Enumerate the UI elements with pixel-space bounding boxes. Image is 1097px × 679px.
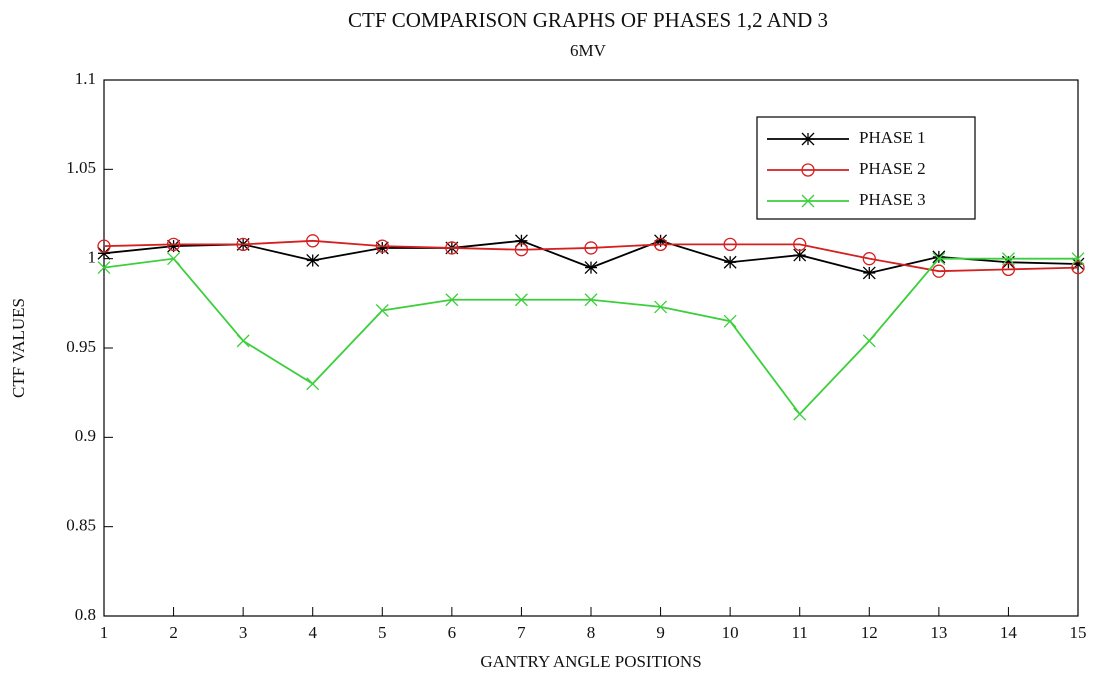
- x-tick-label: 15: [1070, 623, 1087, 642]
- y-tick-label: 0.85: [66, 516, 96, 535]
- data-point: [793, 248, 807, 262]
- chart-subtitle: 6MV: [570, 41, 607, 60]
- y-tick-label: 1.05: [66, 158, 96, 177]
- data-point: [654, 234, 668, 248]
- y-tick-label: 0.95: [66, 337, 96, 356]
- data-point: [723, 314, 737, 328]
- data-point: [167, 239, 181, 253]
- data-point: [862, 252, 876, 266]
- data-point: [793, 407, 807, 421]
- data-point: [445, 241, 459, 255]
- x-tick-label: 3: [239, 623, 248, 642]
- y-tick-label: 0.9: [75, 426, 96, 445]
- data-point: [723, 237, 737, 252]
- data-point: [1071, 257, 1085, 271]
- data-point: [793, 237, 807, 252]
- data-point: [932, 250, 946, 264]
- data-point: [584, 261, 598, 275]
- x-tick-label: 13: [930, 623, 947, 642]
- y-tick-label: 1.1: [75, 69, 96, 88]
- data-point: [306, 377, 320, 391]
- x-tick-label: 6: [448, 623, 457, 642]
- data-point: [375, 239, 389, 253]
- data-point: [1071, 260, 1085, 275]
- chart-title: CTF COMPARISON GRAPHS OF PHASES 1,2 AND …: [348, 8, 828, 32]
- data-point: [1001, 262, 1016, 277]
- data-point: [654, 300, 668, 314]
- x-tick-label: 11: [792, 623, 808, 642]
- data-point: [97, 261, 111, 275]
- legend-label: PHASE 3: [859, 190, 926, 209]
- data-point: [306, 234, 320, 248]
- x-axis-label: GANTRY ANGLE POSITIONS: [480, 652, 701, 671]
- legend-label: PHASE 2: [859, 159, 926, 178]
- x-tick-label: 8: [587, 623, 596, 642]
- data-point: [236, 237, 250, 252]
- data-point: [932, 264, 946, 278]
- x-tick-label: 5: [378, 623, 387, 642]
- legend-marker: [801, 194, 815, 208]
- data-point: [445, 293, 459, 307]
- y-tick-label: 0.8: [75, 605, 96, 624]
- data-point: [514, 293, 528, 307]
- data-point: [97, 239, 111, 253]
- data-point: [653, 237, 668, 252]
- data-point: [514, 243, 529, 257]
- x-tick-label: 7: [517, 623, 526, 642]
- data-point: [862, 334, 876, 348]
- data-point: [514, 234, 528, 248]
- y-axis-label: CTF VALUES: [9, 298, 28, 398]
- data-point: [167, 252, 181, 266]
- x-tick-label: 12: [861, 623, 878, 642]
- data-point: [375, 304, 389, 317]
- data-point: [584, 293, 598, 307]
- data-point: [375, 241, 389, 255]
- legend-marker: [801, 132, 815, 146]
- legend-marker: [801, 163, 815, 177]
- x-tick-label: 9: [656, 623, 665, 642]
- legend-box: [756, 116, 976, 220]
- x-tick-label: 10: [722, 623, 739, 642]
- x-tick-label: 14: [1000, 623, 1018, 642]
- x-tick-label: 2: [169, 623, 178, 642]
- data-point: [862, 266, 876, 280]
- data-point: [97, 246, 111, 260]
- data-point: [1071, 252, 1085, 266]
- data-point: [166, 237, 181, 252]
- data-point: [236, 334, 250, 348]
- data-point: [932, 252, 946, 266]
- data-point: [584, 241, 598, 255]
- x-tick-label: 4: [308, 623, 317, 642]
- x-tick-label: 1: [100, 623, 109, 642]
- y-tick-label: 1: [88, 248, 97, 267]
- data-point: [1001, 252, 1015, 266]
- legend-label: PHASE 1: [859, 128, 926, 147]
- data-point: [723, 255, 737, 269]
- data-point: [1001, 255, 1015, 269]
- data-point: [306, 253, 320, 267]
- series-line: [103, 239, 1079, 273]
